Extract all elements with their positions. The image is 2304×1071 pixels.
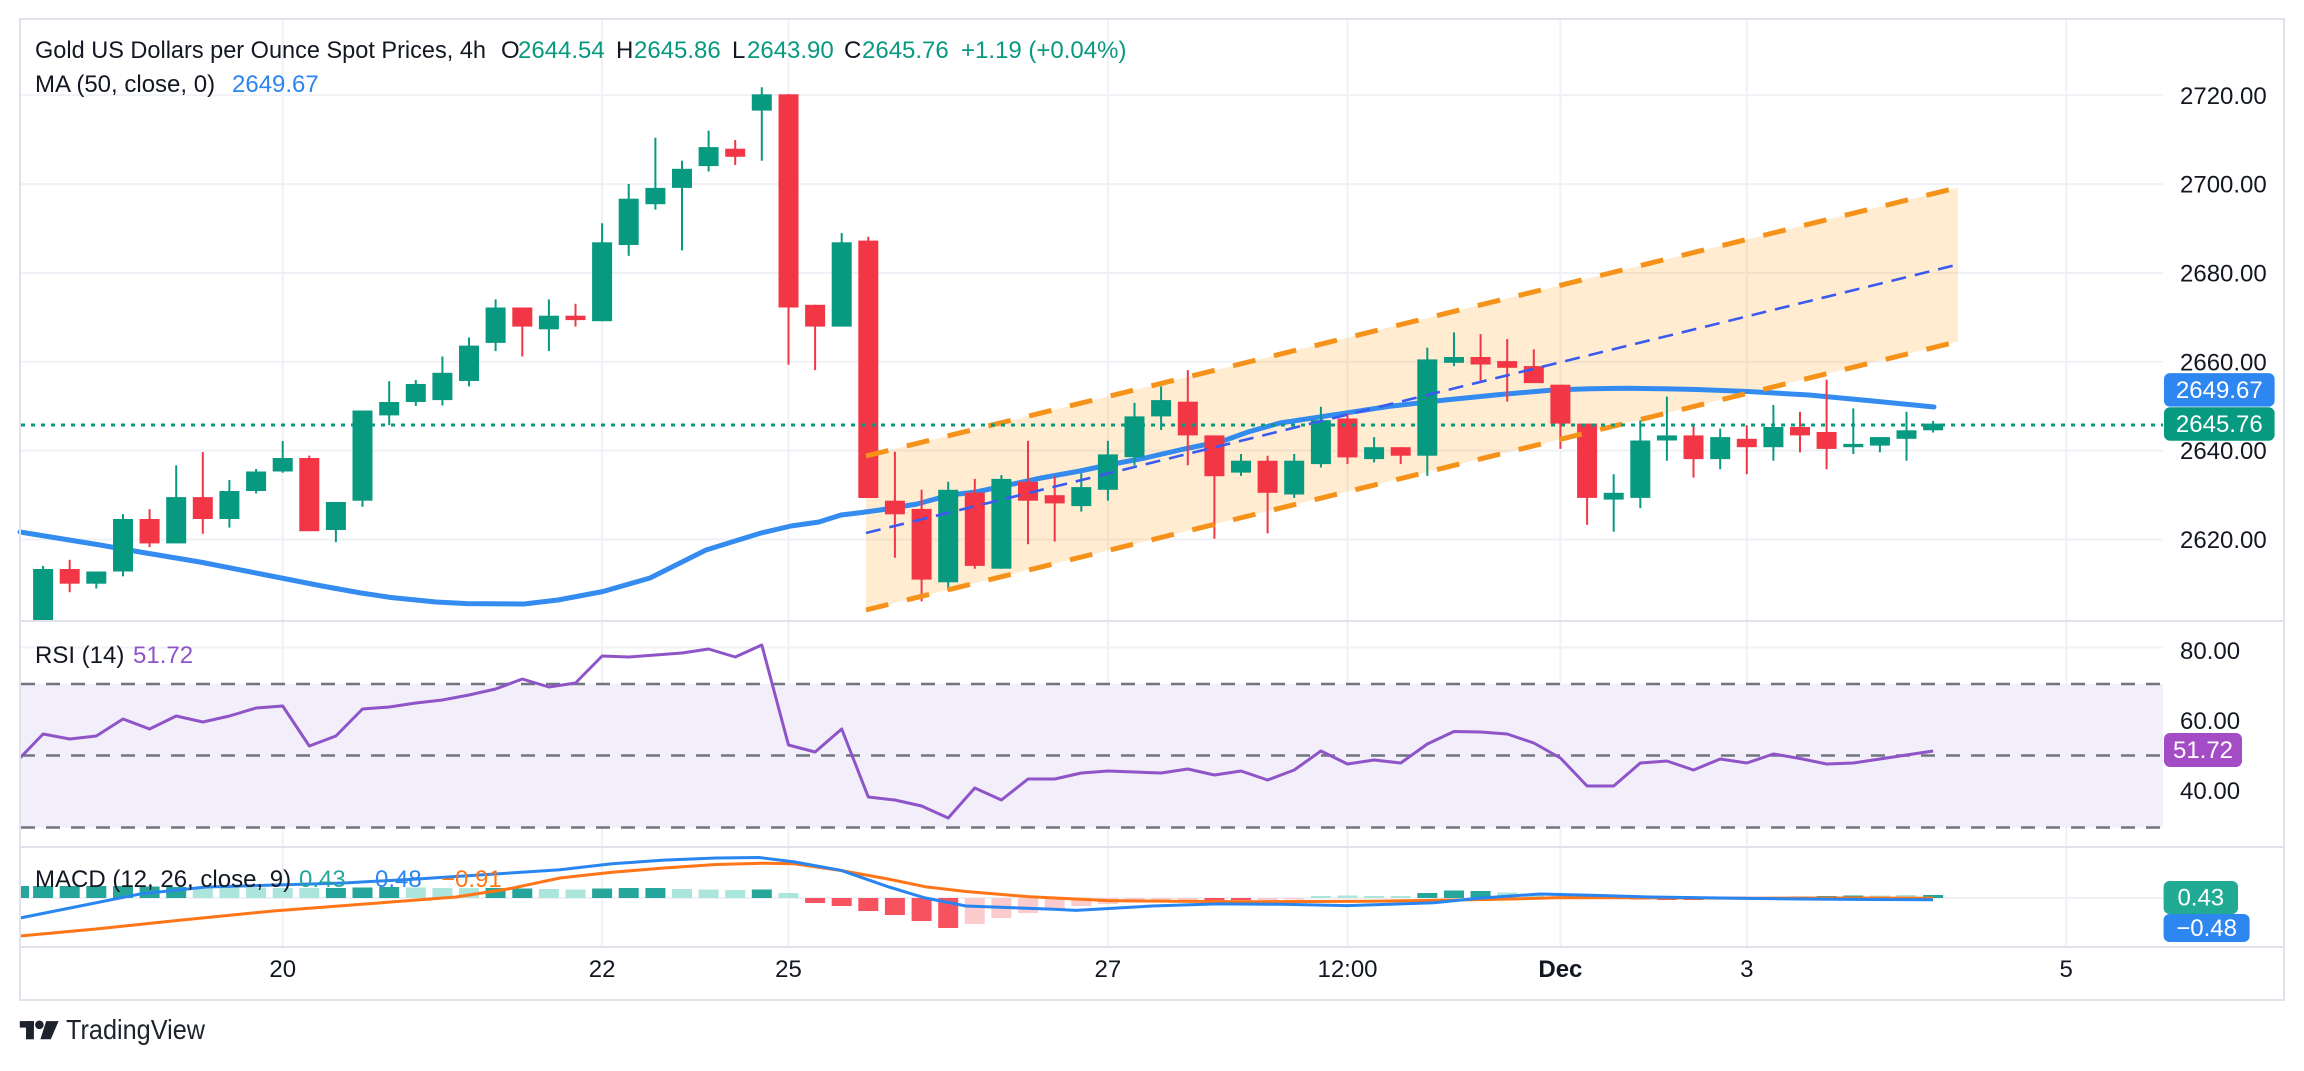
svg-text:2720.00: 2720.00 [2180,83,2267,110]
svg-text:O: O [501,37,520,64]
svg-text:51.72: 51.72 [2173,737,2233,764]
svg-text:2645.76: 2645.76 [862,37,949,64]
svg-text:27: 27 [1095,956,1122,983]
svg-text:2660.00: 2660.00 [2180,349,2267,376]
svg-text:−0.91: −0.91 [441,866,502,893]
svg-text:51.72: 51.72 [133,642,193,669]
svg-text:12:00: 12:00 [1317,956,1377,983]
svg-text:Gold US Dollars per Ounce Spot: Gold US Dollars per Ounce Spot Prices, 4… [35,37,486,64]
svg-text:0.43: 0.43 [299,866,346,893]
svg-text:TradingView: TradingView [66,1014,206,1045]
svg-text:20: 20 [269,956,296,983]
svg-text:60.00: 60.00 [2180,708,2240,735]
svg-text:H: H [616,37,633,64]
svg-text:MACD (12, 26, close, 9): MACD (12, 26, close, 9) [35,866,291,893]
svg-text:MA (50, close, 0): MA (50, close, 0) [35,71,215,98]
svg-text:C: C [844,37,861,64]
svg-text:−0.48: −0.48 [2176,915,2237,942]
svg-text:25: 25 [775,956,802,983]
svg-text:2620.00: 2620.00 [2180,527,2267,554]
svg-text:Dec: Dec [1538,956,1582,983]
svg-text:2649.67: 2649.67 [232,71,319,98]
svg-text:80.00: 80.00 [2180,638,2240,665]
svg-text:RSI (14): RSI (14) [35,642,124,669]
svg-text:0.43: 0.43 [2177,885,2224,912]
svg-text:L: L [732,37,745,64]
svg-text:40.00: 40.00 [2180,778,2240,805]
svg-text:2644.54: 2644.54 [518,37,605,64]
svg-text:5: 5 [2060,956,2073,983]
svg-text:2649.67: 2649.67 [2176,377,2263,404]
svg-text:22: 22 [589,956,616,983]
svg-text:2643.90: 2643.90 [747,37,834,64]
svg-text:2645.86: 2645.86 [634,37,721,64]
svg-text:0.48: 0.48 [375,866,422,893]
svg-text:+1.19 (+0.04%): +1.19 (+0.04%) [961,37,1126,64]
svg-text:3: 3 [1740,956,1753,983]
svg-text:2680.00: 2680.00 [2180,261,2267,288]
svg-text:2645.76: 2645.76 [2176,411,2263,438]
svg-text:2640.00: 2640.00 [2180,438,2267,465]
svg-text:2700.00: 2700.00 [2180,172,2267,199]
